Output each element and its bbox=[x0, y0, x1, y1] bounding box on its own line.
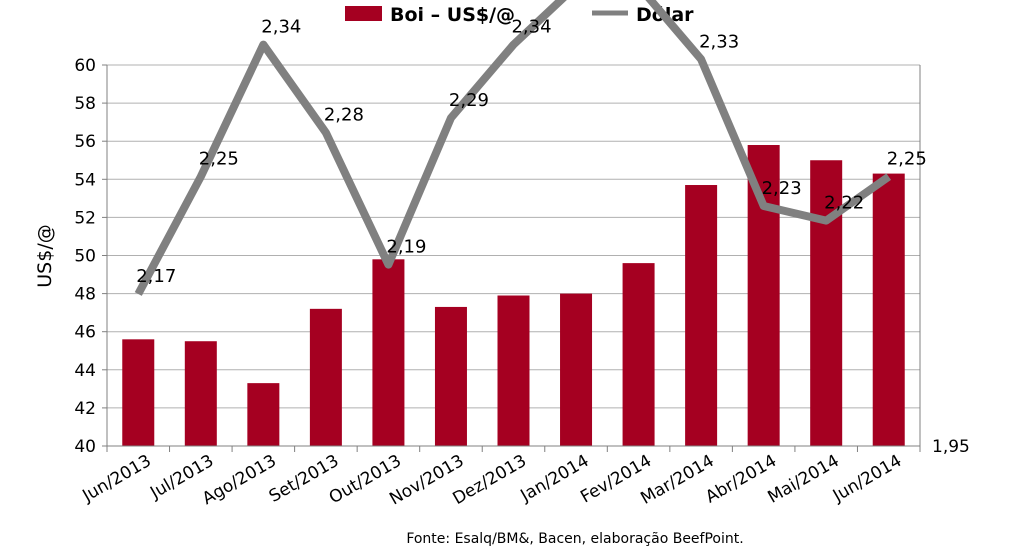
source-note: Fonte: Esalq/BM&, Bacen, elaboração Beef… bbox=[406, 531, 743, 547]
dolar-line bbox=[134, 0, 892, 296]
y-tick-labels: 40 42 44 46 48 50 52 54 56 58 60 bbox=[74, 56, 96, 457]
y-tick-label: 50 bbox=[74, 247, 96, 267]
y-tick-label: 60 bbox=[74, 56, 96, 76]
bar bbox=[122, 339, 155, 446]
axes bbox=[102, 64, 921, 452]
bar bbox=[810, 160, 843, 446]
y-tick-label: 46 bbox=[74, 323, 96, 343]
bar bbox=[309, 308, 342, 446]
x-tick-label: Mai/2014 bbox=[764, 451, 842, 508]
dolar-data-label: 2,25 bbox=[887, 149, 927, 170]
legend-label-boi: Boi – US$/@ bbox=[390, 4, 515, 26]
dolar-data-labels: 2,172,252,342,282,192,292,342,382,382,33… bbox=[136, 17, 927, 287]
bar bbox=[872, 173, 905, 446]
dolar-series-line bbox=[134, 0, 892, 296]
y-tick-label: 56 bbox=[74, 132, 96, 152]
x-tick-label: Jun/2013 bbox=[78, 451, 154, 507]
bar bbox=[685, 185, 718, 446]
dolar-data-label: 2,29 bbox=[449, 90, 489, 111]
dolar-data-label: 2,33 bbox=[699, 31, 739, 52]
bar bbox=[560, 293, 593, 446]
dolar-data-label: 2,34 bbox=[511, 17, 551, 38]
y-axis-label: US$/@ bbox=[34, 224, 56, 287]
y-tick-label: 48 bbox=[74, 285, 96, 305]
dolar-data-label: 2,19 bbox=[386, 237, 426, 258]
bars bbox=[122, 145, 905, 446]
y-tick-label: 44 bbox=[74, 361, 96, 381]
x-tick-labels: Jun/2013Jul/2013Ago/2013Set/2013Out/2013… bbox=[78, 451, 905, 509]
bar bbox=[372, 259, 405, 446]
bar bbox=[247, 383, 280, 446]
y-tick-label: 52 bbox=[74, 208, 96, 228]
dolar-data-label: 2,28 bbox=[324, 105, 364, 126]
dolar-data-label: 2,22 bbox=[824, 193, 864, 214]
legend-swatch-boi bbox=[345, 6, 382, 21]
y-tick-label: 42 bbox=[74, 399, 96, 419]
y-tick-label: 40 bbox=[74, 437, 96, 457]
bar bbox=[497, 295, 530, 446]
gridlines bbox=[107, 64, 920, 447]
x-tick-label: Jun/2014 bbox=[829, 451, 905, 507]
y-tick-label: 54 bbox=[74, 170, 96, 190]
bar bbox=[184, 341, 217, 446]
dolar-data-label: 2,34 bbox=[261, 17, 301, 38]
y2-tick-label: 1,95 bbox=[932, 437, 970, 457]
bar bbox=[747, 145, 780, 446]
y-tick-label: 58 bbox=[74, 94, 96, 114]
bar bbox=[434, 306, 467, 446]
dolar-data-label: 2,25 bbox=[199, 149, 239, 170]
bar bbox=[622, 263, 655, 446]
dolar-data-label: 2,17 bbox=[136, 266, 176, 287]
dolar-data-label: 2,23 bbox=[762, 178, 802, 199]
